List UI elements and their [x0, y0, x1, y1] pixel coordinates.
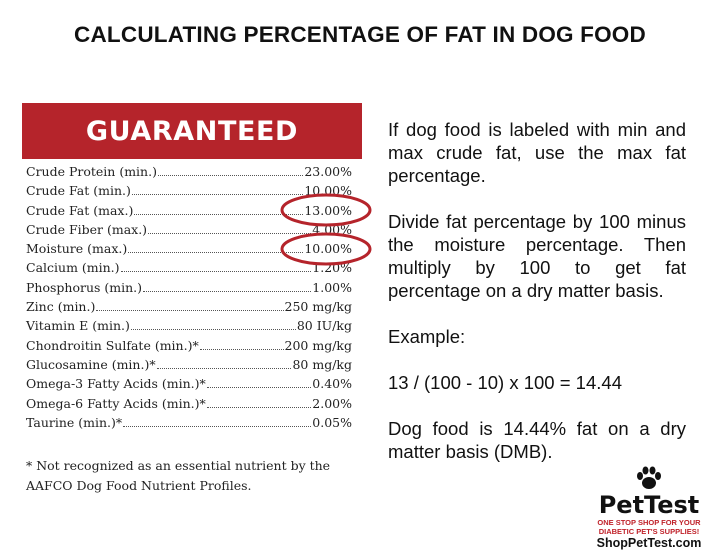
dot-leader [96, 310, 284, 312]
dot-leader [134, 213, 304, 215]
page-title: CALCULATING PERCENTAGE OF FAT IN DOG FOO… [74, 22, 646, 47]
logo-tagline: ONE STOP SHOP FOR YOUR DIABETIC PET'S SU… [597, 518, 701, 536]
analysis-row: Crude Protein (min.) 23.00% [26, 164, 352, 183]
explanation-paragraph: Example: [388, 326, 466, 347]
logo-brand: PetTest [598, 491, 700, 519]
dot-leader [130, 329, 296, 331]
nutrient-value: 200 mg/kg [284, 337, 352, 353]
analysis-heading: GUARANTEED ANALYSIS [22, 103, 362, 205]
analysis-row: Omega-3 Fatty Acids (min.)* 0.40% [26, 376, 352, 395]
explanation-paragraph: Divide fat percentage by 100 minus the m… [388, 211, 686, 301]
nutrient-label: Zinc (min.) [26, 299, 96, 315]
analysis-row: Moisture (max.) 10.00% [26, 241, 352, 260]
nutrient-value: 80 mg/kg [292, 356, 352, 372]
nutrient-value: 1.00% [312, 279, 352, 295]
dot-leader [148, 232, 312, 234]
logo-brand-row: PetTest [586, 466, 712, 518]
nutrient-label: Phosphorus (min.) [26, 279, 143, 295]
explanation-paragraph: 13 / (100 - 10) x 100 = 14.44 [388, 372, 622, 393]
highlight-ellipse [280, 193, 372, 227]
nutrient-label: Chondroitin Sulfate (min.)* [26, 337, 199, 353]
logo: PetTest ONE STOP SHOP FOR YOUR DIABETIC … [586, 466, 712, 551]
dot-leader [131, 194, 304, 196]
nutrient-value: 0.40% [312, 376, 352, 392]
nutrient-value: 23.00% [304, 164, 352, 179]
nutrient-value: 2.00% [312, 395, 352, 411]
dot-leader [123, 425, 312, 427]
nutrient-label: Moisture (max.) [26, 241, 128, 257]
analysis-row: Omega-6 Fatty Acids (min.)* 2.00% [26, 396, 352, 415]
nutrient-label: Crude Fiber (max.) [26, 221, 148, 237]
dot-leader [120, 271, 312, 273]
dot-leader [206, 406, 312, 408]
nutrient-value: 0.05% [312, 414, 352, 430]
nutrient-value: 250 mg/kg [284, 299, 352, 315]
analysis-row: Chondroitin Sulfate (min.)* 200 mg/kg [26, 338, 352, 357]
dot-leader [156, 367, 292, 369]
footnote: * Not recognized as an essential nutrien… [26, 458, 331, 493]
dot-leader [206, 387, 312, 389]
logo-url: ShopPetTest.com [596, 536, 702, 550]
paw-icon [637, 466, 661, 489]
explanation-paragraph: If dog food is labeled with min and max … [388, 119, 686, 186]
nutrient-value: 80 IU/kg [296, 318, 352, 334]
highlight-ellipse [280, 232, 372, 266]
nutrient-label: Omega-6 Fatty Acids (min.)* [26, 395, 206, 411]
nutrient-value: 13.00% [304, 202, 352, 218]
analysis-panel: GUARANTEED ANALYSIS Crude Protein (min.)… [22, 103, 362, 434]
dot-leader [143, 290, 312, 292]
analysis-row: Zinc (min.) 250 mg/kg [26, 299, 352, 318]
analysis-row: Taurine (min.)* 0.05% [26, 415, 352, 434]
analysis-row: Phosphorus (min.) 1.00% [26, 280, 352, 299]
explanation: If dog food is labeled with min and max … [388, 118, 686, 486]
analysis-rows: Crude Protein (min.) 23.00% Crude Fat (min… [22, 164, 362, 434]
nutrient-label: Crude Protein (min.) [26, 164, 157, 179]
nutrient-label: Vitamin E (min.) [26, 318, 130, 334]
dot-leader [199, 348, 284, 350]
nutrient-label: Crude Fat (min.) [26, 183, 131, 199]
analysis-row: Vitamin E (min.) 80 IU/kg [26, 318, 352, 337]
page: {"header": {"title": "CALCULATING PERCEN… [22, 22, 702, 550]
nutrient-label: Crude Fat (max.) [26, 202, 134, 218]
dot-leader [128, 252, 304, 254]
nutrient-value: 10.00% [304, 241, 352, 257]
analysis-row: Glucosamine (min.)* 80 mg/kg [26, 357, 352, 376]
highlights [280, 193, 372, 266]
nutrient-label: Calcium (min.) [26, 260, 120, 276]
nutrient-label: Glucosamine (min.)* [26, 356, 156, 372]
nutrient-label: Omega-3 Fatty Acids (min.)* [26, 376, 206, 392]
nutrient-label: Taurine (min.)* [26, 414, 123, 430]
explanation-paragraph: Dog food is 14.44% fat on a dry matter b… [388, 418, 686, 462]
analysis-row: Crude Fat (max.) 13.00% [26, 203, 352, 222]
dot-leader [157, 175, 304, 176]
